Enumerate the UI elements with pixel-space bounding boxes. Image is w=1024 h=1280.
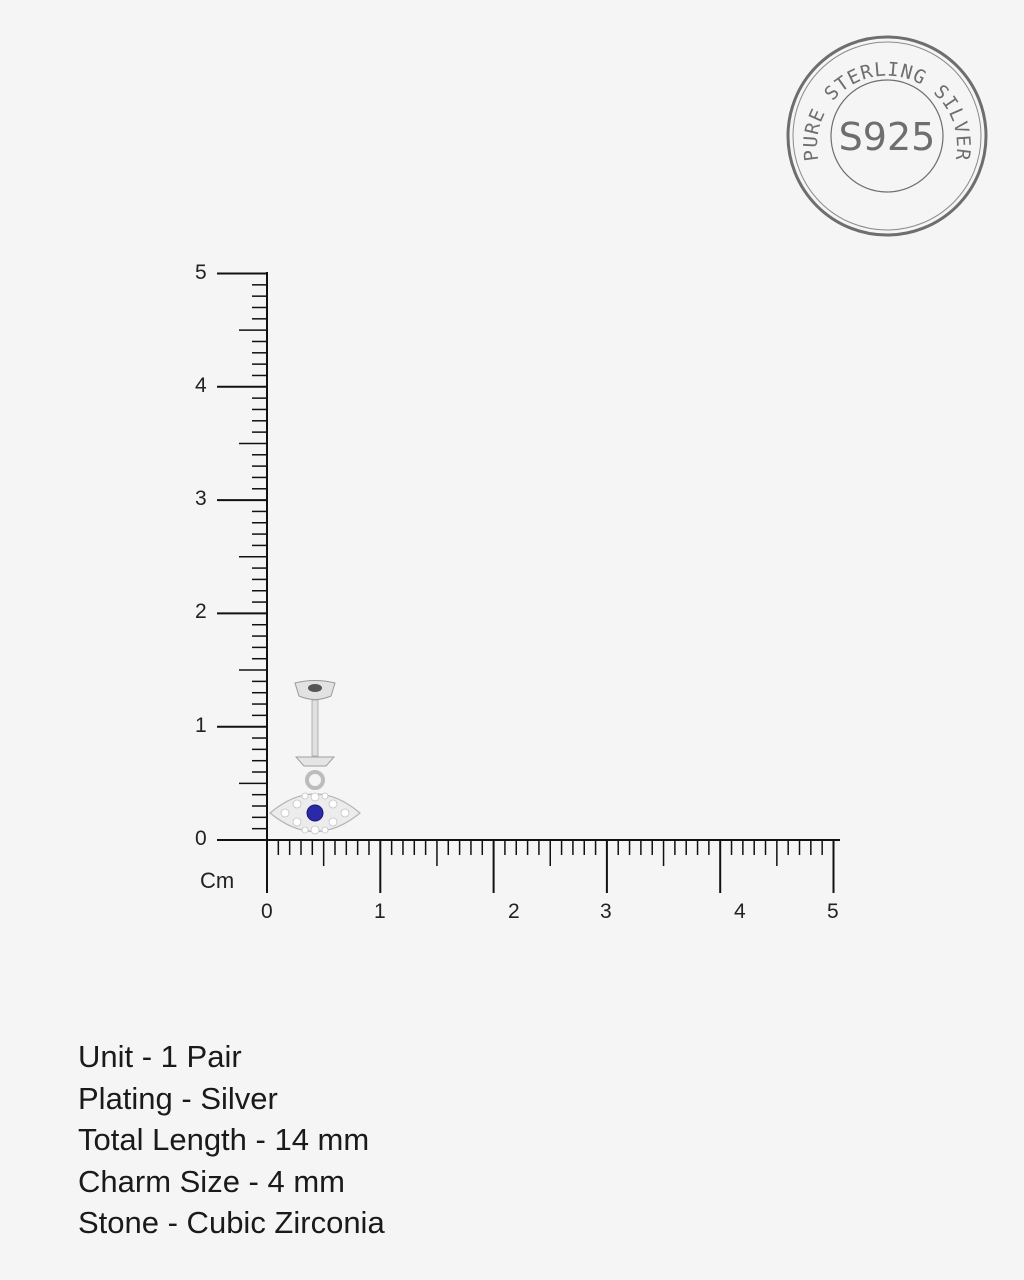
y-tick-label: 4 xyxy=(195,373,207,397)
x-tick-label: 5 xyxy=(827,900,839,923)
x-tick-label: 2 xyxy=(508,900,520,923)
unit-label: Cm xyxy=(200,868,235,893)
y-tick-label: 1 xyxy=(195,713,207,737)
y-tick-label: 0 xyxy=(195,827,207,850)
spec-total-length: Total Length - 14 mm xyxy=(78,1122,370,1157)
stamp-center-text: S925 xyxy=(839,115,936,159)
y-tick-label: 2 xyxy=(195,600,207,624)
x-tick-label: 0 xyxy=(261,900,273,923)
measurement-ruler xyxy=(217,272,840,893)
spec-unit: Unit - 1 Pair xyxy=(78,1039,242,1074)
sterling-silver-stamp: PURE STERLING SILVER S925 xyxy=(786,35,988,237)
ruler-ticks xyxy=(217,272,840,893)
spec-charm-size: Charm Size - 4 mm xyxy=(78,1163,345,1199)
x-tick-label: 4 xyxy=(734,900,746,923)
x-tick-label: 1 xyxy=(374,900,386,923)
spec-stone: Stone - Cubic Zirconia xyxy=(78,1205,385,1240)
earring-illustration xyxy=(269,680,361,835)
product-specs: Unit - 1 Pair Plating - Silver Total Len… xyxy=(78,1036,385,1244)
blue-stone xyxy=(306,804,324,822)
y-tick-label: 3 xyxy=(195,487,207,511)
spec-plating: Plating - Silver xyxy=(78,1080,278,1116)
y-tick-label: 5 xyxy=(195,260,207,284)
x-tick-label: 3 xyxy=(600,900,612,923)
